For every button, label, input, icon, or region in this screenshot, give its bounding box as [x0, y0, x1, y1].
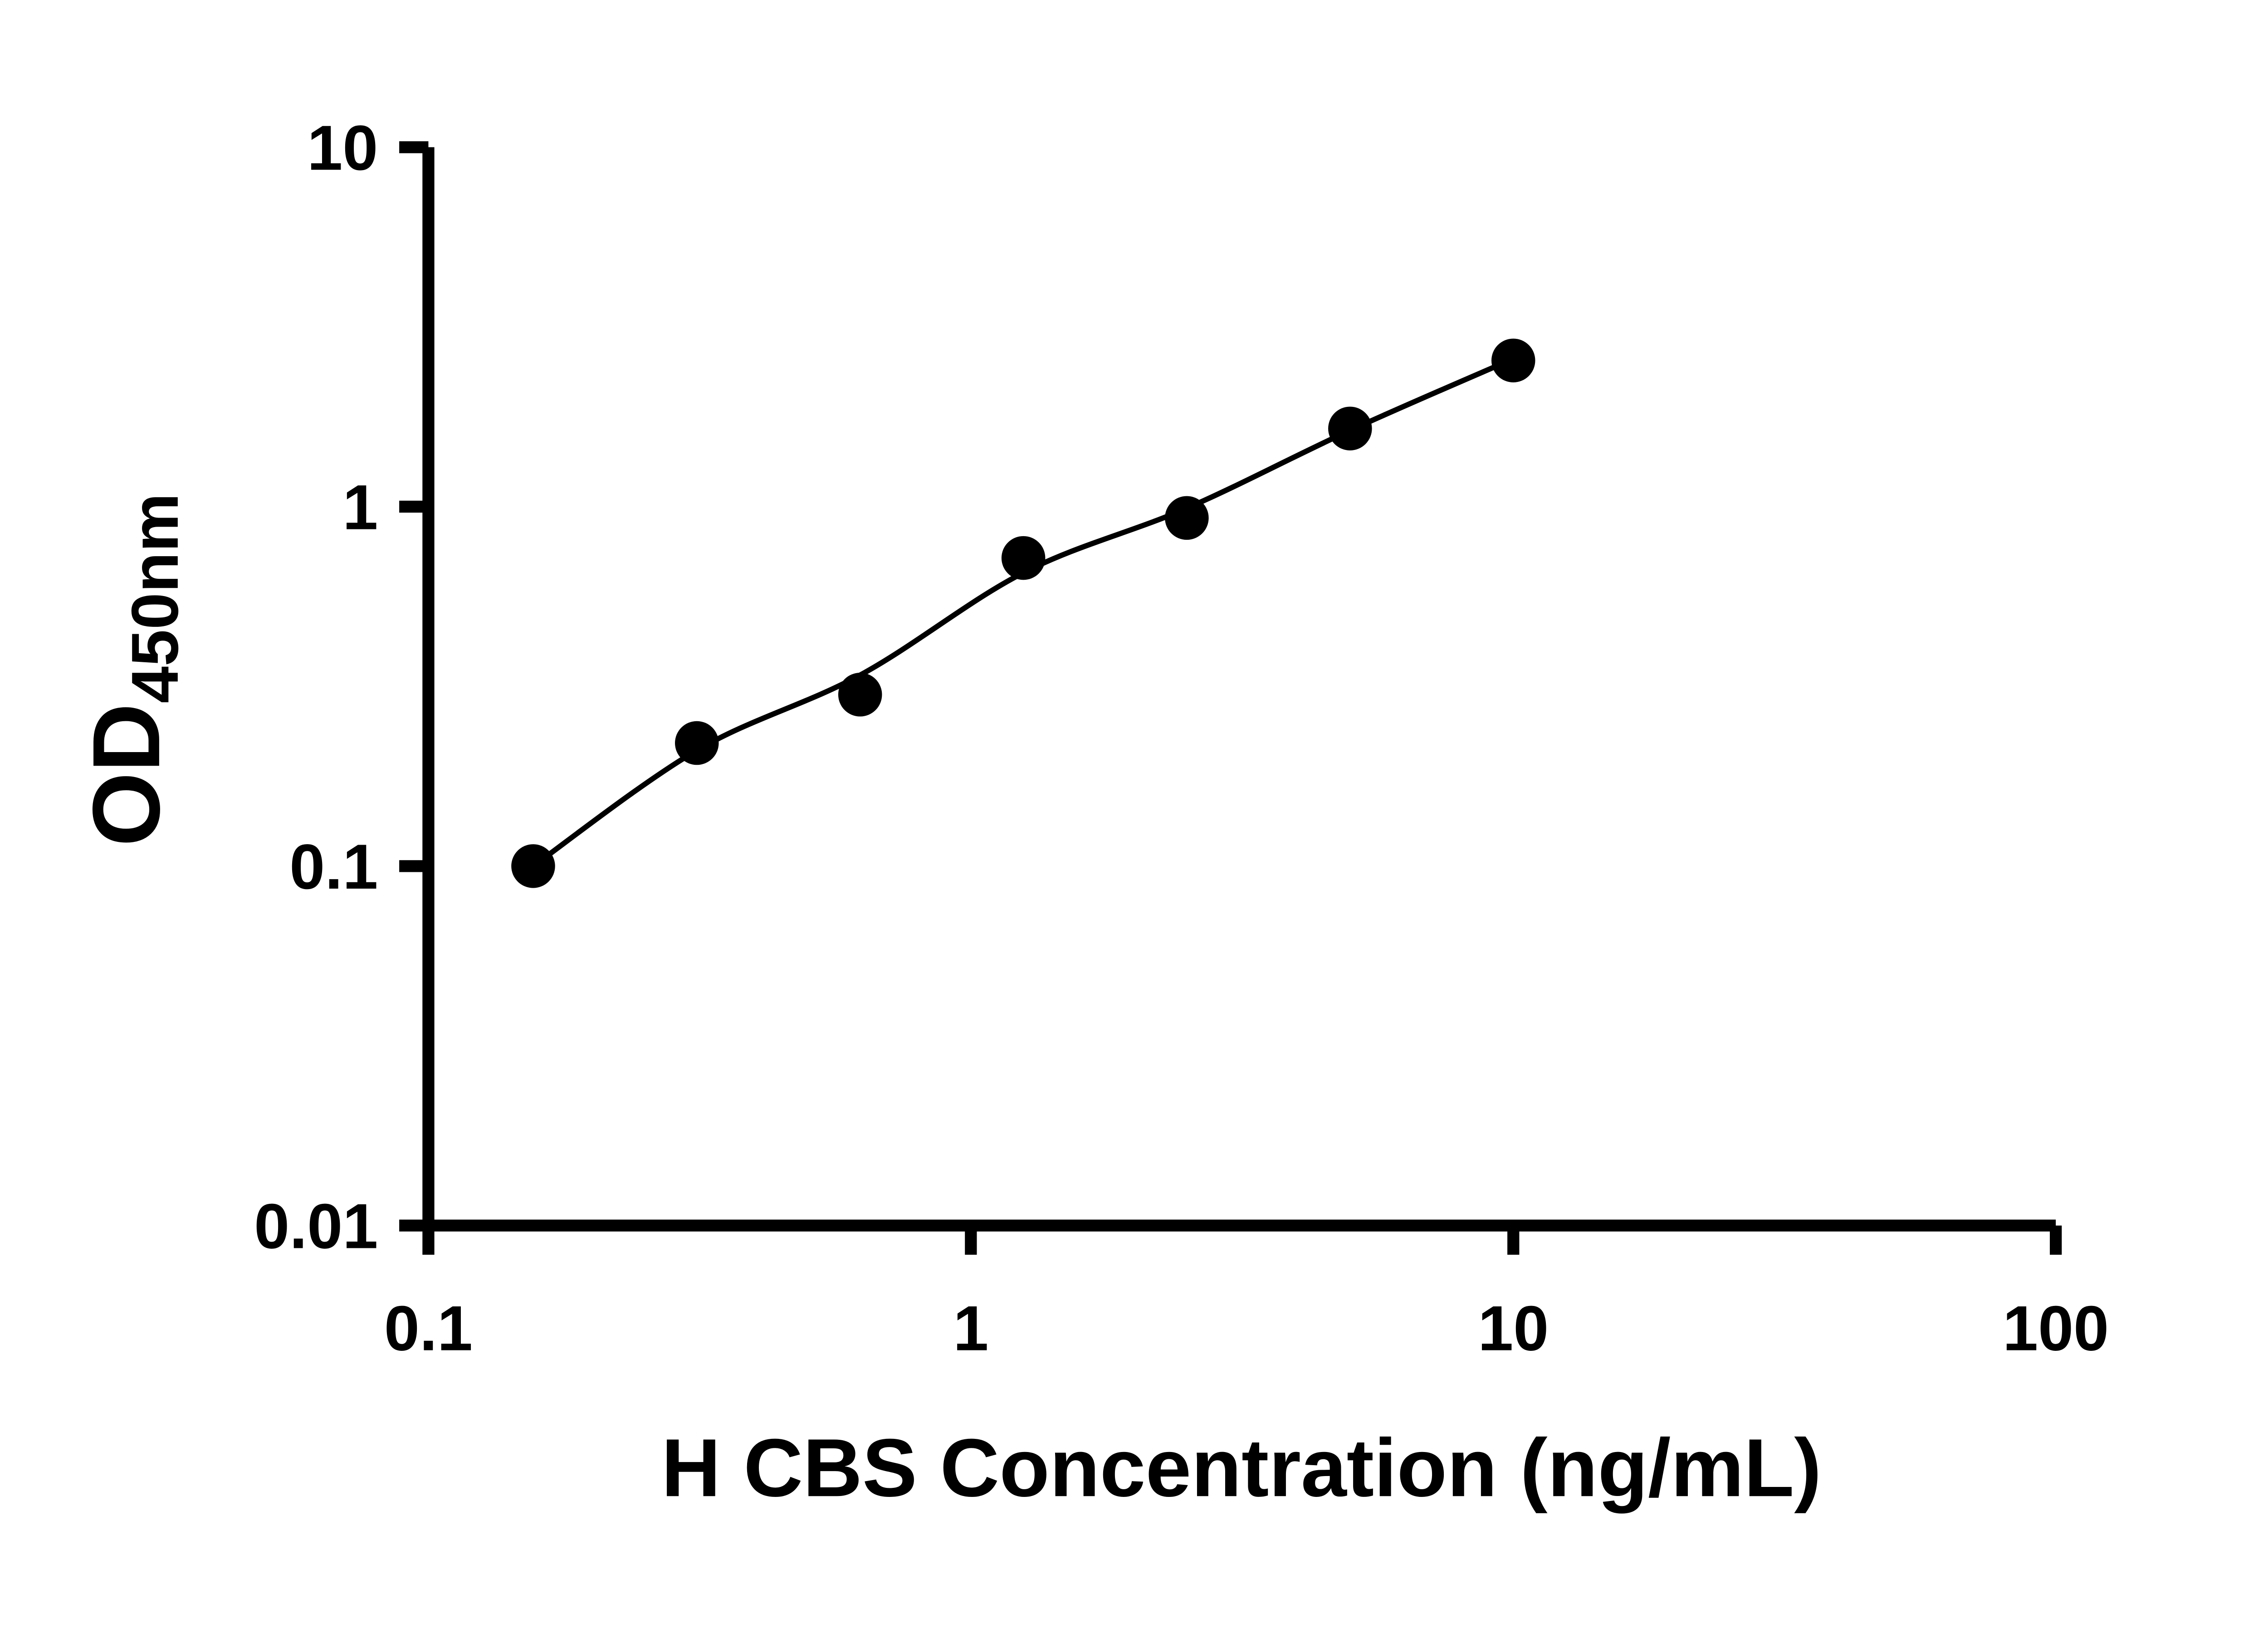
axis-spine: [422, 147, 2056, 1232]
x-axis-title: H CBS Concentration (ng/mL): [661, 1422, 1822, 1514]
y-tick-label: 0.1: [289, 831, 378, 902]
x-tick-label: 100: [2003, 1293, 2109, 1364]
data-point: [511, 844, 555, 888]
data-point: [1328, 406, 1372, 450]
axes: [399, 141, 2062, 1255]
y-axis-title-main: OD: [73, 703, 180, 846]
data-point: [1001, 536, 1046, 580]
data-point: [675, 721, 719, 765]
data-point: [1491, 338, 1535, 382]
x-tick-label: 10: [1478, 1293, 1549, 1364]
elisa-standard-curve-figure: 0.1 1 10 100 0.01 0.1 1 10 H CBS Concentration …: [72, 112, 2109, 1514]
data-points: [511, 338, 1535, 888]
y-axis-title-subscript: 450nm: [118, 493, 192, 703]
y-tick-label: 10: [307, 112, 378, 183]
data-point: [838, 673, 882, 717]
y-axis-title: OD450nm: [73, 493, 192, 846]
x-tick-label: 0.1: [384, 1293, 473, 1364]
y-tick-label: 0.01: [254, 1190, 378, 1261]
y-tick-label: 1: [342, 472, 378, 543]
x-tick-label: 1: [953, 1293, 988, 1364]
data-point: [1165, 496, 1209, 540]
